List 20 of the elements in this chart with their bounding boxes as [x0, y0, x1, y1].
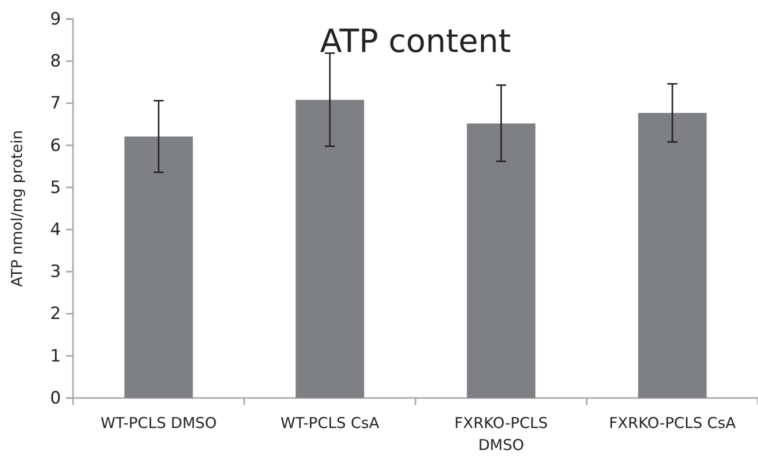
y-tick-label: 8	[50, 52, 61, 72]
y-tick-label: 3	[50, 262, 61, 282]
y-axis-title: ATP nmol/mg protein	[8, 130, 26, 287]
y-tick-label: 7	[50, 94, 61, 114]
y-tick-label: 6	[50, 136, 61, 156]
y-tick-label: 2	[50, 304, 61, 324]
chart-title: ATP content	[320, 22, 511, 60]
x-tick-label: FXRKO-PCLS DMSO	[454, 414, 548, 454]
bar	[638, 112, 707, 398]
y-tick-label: 5	[50, 178, 61, 198]
y-tick-label: 0	[50, 388, 61, 408]
x-tick-label: WT-PCLS DMSO	[100, 414, 217, 432]
bar	[466, 123, 536, 398]
x-tick-label: WT-PCLS CsA	[280, 414, 380, 432]
bar	[296, 100, 364, 398]
y-tick-label: 4	[50, 220, 61, 240]
bar	[124, 136, 193, 398]
y-tick-label: 9	[50, 9, 61, 30]
y-tick-label: 1	[50, 346, 61, 366]
x-tick-label: FXRKO-PCLS CsA	[609, 414, 736, 432]
